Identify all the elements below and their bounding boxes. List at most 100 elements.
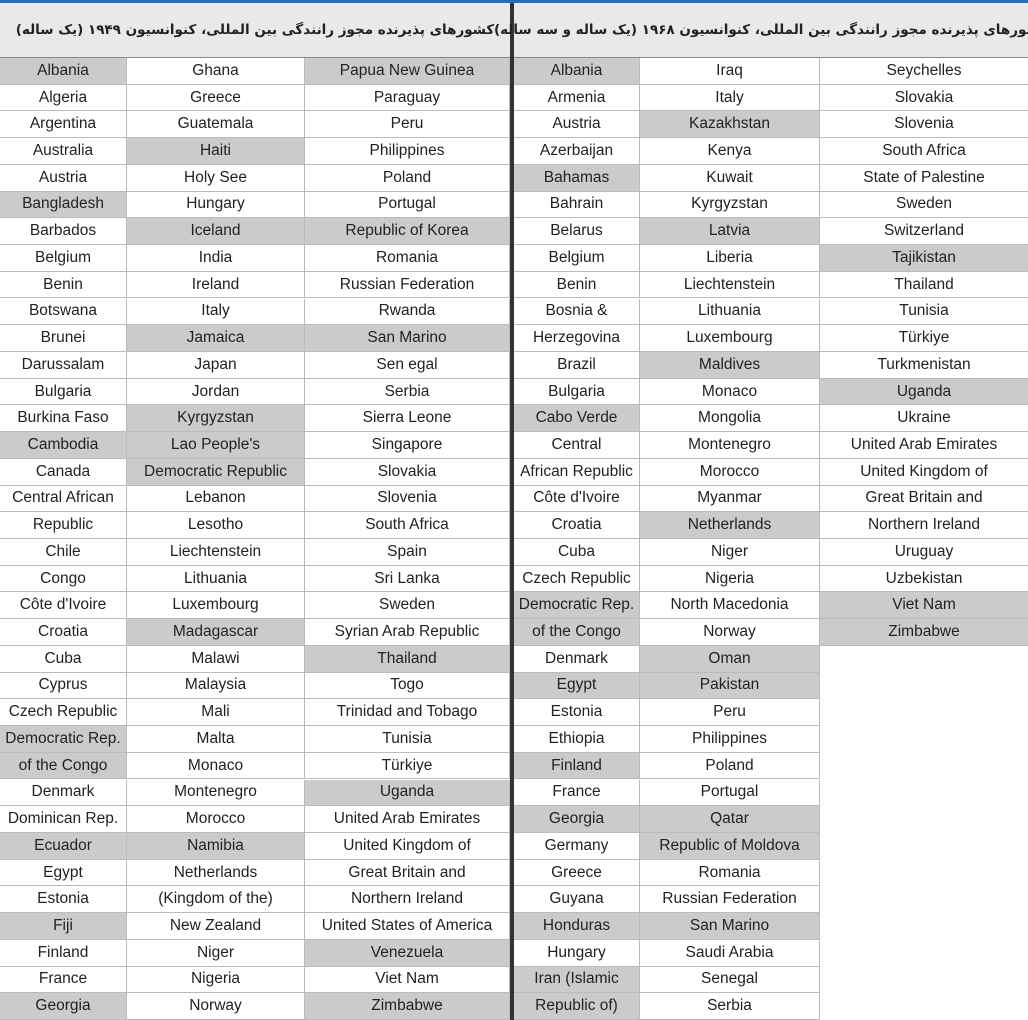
country-cell: Lithuania bbox=[640, 298, 820, 326]
country-cell: Madagascar bbox=[127, 619, 305, 646]
country-cell: Iceland bbox=[127, 218, 305, 246]
country-cell: Croatia bbox=[0, 619, 127, 646]
country-cell: Romania bbox=[640, 859, 820, 887]
country-cell: Viet Nam bbox=[305, 966, 510, 994]
country-cell: Iraq bbox=[640, 58, 820, 85]
country-cell: Turkmenistan bbox=[820, 352, 1028, 379]
country-cell: Mali bbox=[127, 699, 305, 727]
country-cell: Kyrgyzstan bbox=[127, 405, 305, 433]
country-cell: United Arab Emirates bbox=[305, 806, 510, 833]
country-cell: Serbia bbox=[305, 378, 510, 406]
country-cell: Rwanda bbox=[305, 298, 510, 326]
country-cell: Democratic Republic bbox=[127, 458, 305, 486]
country-cell: Russian Federation bbox=[640, 886, 820, 914]
country-cell: South Africa bbox=[305, 512, 510, 539]
country-cell: Northern Ireland bbox=[305, 886, 510, 914]
country-cell: African Republic bbox=[514, 458, 640, 486]
country-cell: Bulgaria bbox=[0, 378, 127, 406]
country-cell: Sri Lanka bbox=[305, 565, 510, 593]
country-cell: Côte d'Ivoire bbox=[514, 485, 640, 513]
country-cell: Denmark bbox=[514, 645, 640, 673]
country-cell: Ecuador bbox=[0, 832, 127, 860]
country-cell: Greece bbox=[127, 84, 305, 112]
country-cell: Latvia bbox=[640, 218, 820, 246]
country-cell: Lebanon bbox=[127, 485, 305, 513]
country-cell: Austria bbox=[0, 164, 127, 192]
country-cell: Guatemala bbox=[127, 111, 305, 139]
country-cell: Azerbaijan bbox=[514, 138, 640, 165]
country-cell: Slovakia bbox=[305, 458, 510, 486]
country-cell: Herzegovina bbox=[514, 325, 640, 352]
country-cell: Liberia bbox=[640, 245, 820, 272]
country-cell: Spain bbox=[305, 539, 510, 566]
country-cell: Montenegro bbox=[640, 432, 820, 459]
country-cell: Venezuela bbox=[305, 939, 510, 967]
country-cell: Botswana bbox=[0, 298, 127, 326]
country-cell: Bangladesh bbox=[0, 191, 127, 219]
country-cell: Republic of Korea bbox=[305, 218, 510, 246]
country-cell: Serbia bbox=[640, 993, 820, 1020]
country-cell: Slovenia bbox=[305, 485, 510, 513]
country-cell: Benin bbox=[514, 271, 640, 299]
country-cell: United States of America bbox=[305, 913, 510, 940]
country-cell: Namibia bbox=[127, 832, 305, 860]
country-cell: Hungary bbox=[514, 939, 640, 967]
country-cell: Ukraine bbox=[820, 405, 1028, 433]
country-cell: Malta bbox=[127, 726, 305, 753]
country-cell: Uganda bbox=[820, 378, 1028, 406]
country-cell: Albania bbox=[0, 58, 127, 85]
country-cell: Albania bbox=[514, 58, 640, 85]
table-title: کشورهای پذیرنده مجوز رانندگی بین المللی،… bbox=[0, 3, 510, 58]
country-cell: Sen egal bbox=[305, 351, 510, 379]
country-cell: Czech Republic bbox=[514, 565, 640, 593]
country-cell: Darussalam bbox=[0, 351, 127, 379]
country-cell: Kyrgyzstan bbox=[640, 191, 820, 219]
country-cell: Brunei bbox=[0, 325, 127, 352]
country-cell: Jamaica bbox=[127, 325, 305, 352]
country-cell: Zimbabwe bbox=[820, 619, 1028, 646]
country-cell: Bahamas bbox=[514, 164, 640, 192]
country-cell: Luxembourg bbox=[640, 325, 820, 352]
country-cell: Liechtenstein bbox=[640, 271, 820, 299]
country-cell: United Arab Emirates bbox=[820, 432, 1028, 459]
country-cell: North Macedonia bbox=[640, 592, 820, 620]
country-cell: Holy See bbox=[127, 164, 305, 192]
country-cell: Uzbekistan bbox=[820, 566, 1028, 593]
country-cell: Lesotho bbox=[127, 512, 305, 539]
country-cell: Germany bbox=[514, 832, 640, 860]
country-cell: Peru bbox=[305, 111, 510, 139]
country-cell: Morocco bbox=[640, 458, 820, 486]
country-cell: Dominican Rep. bbox=[0, 806, 127, 833]
country-cell: Ghana bbox=[127, 58, 305, 85]
country-cell: Russian Federation bbox=[305, 271, 510, 299]
country-cell: Monaco bbox=[640, 378, 820, 406]
country-cell: Romania bbox=[305, 245, 510, 272]
country-cell: Nigeria bbox=[127, 966, 305, 994]
country-cell: Cuba bbox=[514, 539, 640, 566]
country-cell: Finland bbox=[514, 752, 640, 780]
country-cell: Algeria bbox=[0, 84, 127, 112]
country-cell: Armenia bbox=[514, 84, 640, 112]
country-cell: Estonia bbox=[514, 699, 640, 727]
country-cell: Papua New Guinea bbox=[305, 58, 510, 85]
country-cell: Italy bbox=[640, 84, 820, 112]
country-cell: Netherlands bbox=[640, 512, 820, 539]
country-cell: Jordan bbox=[127, 378, 305, 406]
country-cell: Seychelles bbox=[820, 58, 1028, 85]
country-cell: Kazakhstan bbox=[640, 111, 820, 139]
country-cell: Togo bbox=[305, 672, 510, 700]
country-cell: Netherlands bbox=[127, 859, 305, 887]
country-cell: Czech Republic bbox=[0, 699, 127, 727]
country-cell: Uruguay bbox=[820, 539, 1028, 566]
country-cell: Republic bbox=[0, 512, 127, 539]
country-cell: France bbox=[514, 779, 640, 807]
country-cell: Brazil bbox=[514, 351, 640, 379]
country-cell: Fiji bbox=[0, 913, 127, 940]
country-cell: Viet Nam bbox=[820, 592, 1028, 620]
country-cell: San Marino bbox=[640, 913, 820, 940]
country-cell: New Zealand bbox=[127, 913, 305, 940]
country-cell: Niger bbox=[640, 539, 820, 566]
country-cell: Thailand bbox=[305, 645, 510, 673]
country-cell: Switzerland bbox=[820, 218, 1028, 246]
country-cell: Australia bbox=[0, 138, 127, 165]
